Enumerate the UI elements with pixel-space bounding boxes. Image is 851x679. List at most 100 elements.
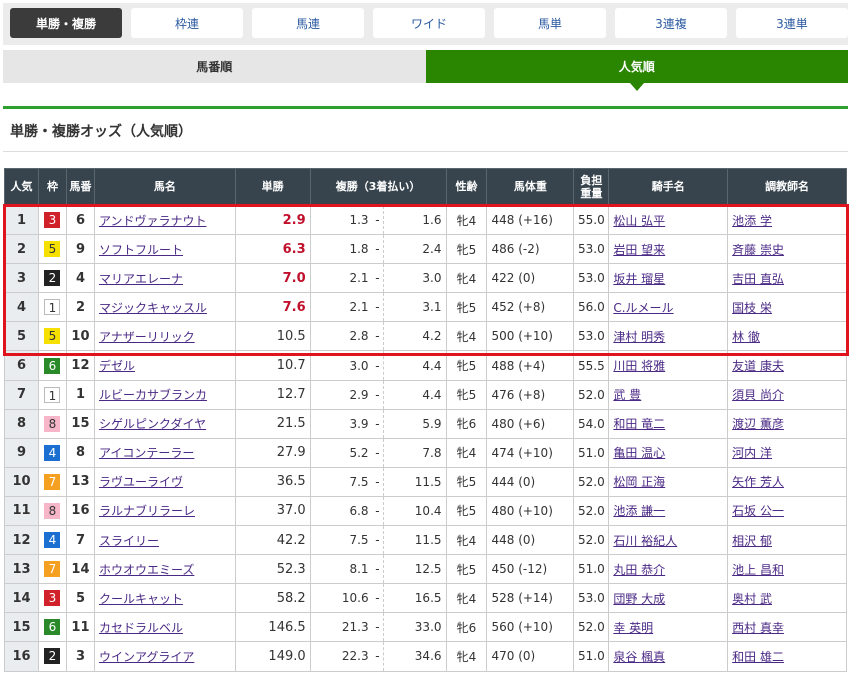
horse-name-link[interactable]: マリアエレーナ — [98, 271, 183, 286]
popularity: 12 — [4, 525, 39, 556]
horse-number: 5 — [65, 583, 95, 614]
horse-name-link[interactable]: ルビーカサブランカ — [98, 388, 207, 403]
load-weight: 53.0 — [573, 263, 610, 294]
jockey-link[interactable]: 坂井 瑠星 — [613, 271, 666, 286]
trainer-link[interactable]: 奥村 武 — [732, 591, 772, 606]
header-name[interactable]: 馬名 — [93, 168, 236, 206]
jockey-link[interactable]: 松山 弘平 — [613, 213, 666, 228]
horse-name-link[interactable]: スライリー — [98, 533, 159, 548]
bet-tab[interactable]: 馬連 — [252, 8, 364, 38]
range-dash: - — [375, 474, 380, 489]
trainer-link[interactable]: 斉藤 崇史 — [732, 242, 784, 257]
horse-name-link[interactable]: ホウオウエミーズ — [98, 562, 195, 577]
jockey-link[interactable]: 武 豊 — [613, 388, 642, 403]
frame-badge: 7 — [44, 473, 61, 490]
jockey-link[interactable]: 石川 裕紀人 — [613, 533, 678, 548]
trainer-link[interactable]: 西村 真幸 — [732, 620, 784, 635]
bet-tab[interactable]: 馬単 — [494, 8, 606, 38]
trainer-link[interactable]: 池添 学 — [732, 213, 772, 228]
horse-name-link[interactable]: アナザーリリック — [98, 329, 195, 344]
range-dash: - — [375, 300, 380, 315]
jockey-link[interactable]: 泉谷 楓真 — [613, 649, 666, 664]
horse-name-link[interactable]: カセドラルベル — [98, 620, 183, 635]
divider — [3, 106, 848, 109]
horse-number: 13 — [65, 466, 95, 497]
bet-tab[interactable]: 3連単 — [736, 8, 848, 38]
bet-tab[interactable]: 3連複 — [615, 8, 727, 38]
horse-name-link[interactable]: デゼル — [98, 359, 135, 374]
jockey-link[interactable]: 丸田 恭介 — [613, 562, 666, 577]
horse-number: 7 — [65, 525, 95, 556]
trainer-link[interactable]: 須貝 尚介 — [732, 388, 784, 403]
trainer-link[interactable]: 友道 康夫 — [732, 359, 784, 374]
trainer-link[interactable]: 林 徹 — [732, 329, 760, 344]
sex-age: 牝4 — [445, 321, 488, 352]
header-trainer: 調教師名 — [727, 168, 847, 206]
popularity: 4 — [4, 292, 39, 323]
frame-badge: 2 — [44, 270, 61, 287]
header-waku[interactable]: 枠 — [37, 168, 67, 206]
bet-tab[interactable]: ワイド — [373, 8, 485, 38]
trainer-link[interactable]: 河内 洋 — [732, 446, 772, 461]
horse-name-link[interactable]: シゲルピンクダイヤ — [98, 417, 207, 432]
win-odds: 6.3 — [234, 234, 311, 265]
horse-name-link[interactable]: ソフトフルート — [98, 242, 183, 257]
horse-name-link[interactable]: ラヴユーライヴ — [98, 475, 183, 490]
sort-tab[interactable]: 馬番順 — [3, 50, 426, 83]
range-dash: - — [375, 503, 380, 518]
popularity: 6 — [4, 350, 39, 381]
bet-tab[interactable]: 単勝・複勝 — [10, 8, 122, 38]
trainer-link[interactable]: 渡辺 薫彦 — [732, 417, 784, 432]
header-weight: 馬体重 — [486, 168, 575, 206]
jockey-link[interactable]: 幸 英明 — [613, 620, 654, 635]
trainer-link[interactable]: 吉田 直弘 — [732, 271, 784, 286]
table-row: 4 1 2 マジックキャッスル 7.6 2.1-3.1 牝5 452 (+8) 56.0 C.ルメ… — [4, 292, 847, 323]
trainer-link[interactable]: 相沢 郁 — [732, 533, 772, 548]
popularity: 1 — [4, 204, 39, 236]
odds-table: 人気 枠 馬番 馬名 単勝 複勝（3着払い） 性齢 馬体重 負担重量 騎手名 調… — [4, 168, 847, 672]
win-odds: 21.5 — [234, 408, 311, 439]
jockey-link[interactable]: C.ルメール — [613, 300, 674, 315]
trainer-link[interactable]: 石坂 公一 — [732, 504, 784, 519]
header-pop[interactable]: 人気 — [4, 168, 39, 206]
place-odds-min: 22.3 — [341, 649, 369, 664]
jockey-link[interactable]: 池添 謙一 — [613, 504, 666, 519]
horse-weight: 476 (+8) — [486, 379, 575, 410]
jockey-link[interactable]: 松岡 正海 — [613, 475, 666, 490]
jockey-link[interactable]: 団野 大成 — [613, 591, 666, 606]
jockey-link[interactable]: 和田 竜二 — [613, 417, 666, 432]
horse-name-link[interactable]: ラルナブリラーレ — [98, 504, 195, 519]
sort-tab[interactable]: 人気順 — [425, 50, 848, 91]
range-dash: - — [375, 620, 380, 635]
load-weight: 52.0 — [573, 379, 610, 410]
frame-badge: 6 — [44, 357, 61, 374]
horse-name-link[interactable]: クールキャット — [98, 591, 183, 606]
horse-name-link[interactable]: ウインアグライア — [98, 649, 195, 664]
trainer-link[interactable]: 矢作 芳人 — [732, 475, 784, 490]
jockey-link[interactable]: 亀田 温心 — [613, 446, 666, 461]
trainer-link[interactable]: 池上 昌和 — [732, 562, 784, 577]
frame-badge: 4 — [44, 444, 61, 461]
win-odds: 52.3 — [234, 554, 311, 585]
horse-name-link[interactable]: アンドヴァラナウト — [98, 213, 207, 228]
place-odds-min: 21.3 — [341, 620, 369, 635]
jockey-link[interactable]: 岩田 望来 — [613, 242, 666, 257]
bet-tab[interactable]: 枠連 — [131, 8, 243, 38]
horse-name-link[interactable]: マジックキャッスル — [98, 300, 207, 315]
header-win[interactable]: 単勝 — [234, 168, 311, 206]
place-odds-max: 3.1 — [382, 292, 447, 323]
horse-number: 14 — [65, 554, 95, 585]
table-row: 8 8 15 シゲルピンクダイヤ 21.5 3.9-5.9 牝6 480 (+6) 54.0 和田… — [4, 408, 847, 439]
header-sexage: 性齢 — [445, 168, 488, 206]
trainer-link[interactable]: 国枝 栄 — [732, 300, 772, 315]
header-num[interactable]: 馬番 — [65, 168, 95, 206]
sex-age: 牝4 — [445, 437, 488, 468]
header-place[interactable]: 複勝（3着払い） — [309, 168, 447, 206]
horse-name-link[interactable]: アイコンテーラー — [98, 446, 195, 461]
jockey-link[interactable]: 川田 将雅 — [613, 359, 666, 374]
jockey-link[interactable]: 津村 明秀 — [613, 329, 666, 344]
table-row: 1 3 6 アンドヴァラナウト 2.9 1.3-1.6 牝4 448 (+16) 55.0 松山 … — [4, 204, 847, 236]
horse-weight: 474 (+10) — [486, 437, 575, 468]
header-jockey: 騎手名 — [608, 168, 729, 206]
trainer-link[interactable]: 和田 雄二 — [732, 649, 784, 664]
